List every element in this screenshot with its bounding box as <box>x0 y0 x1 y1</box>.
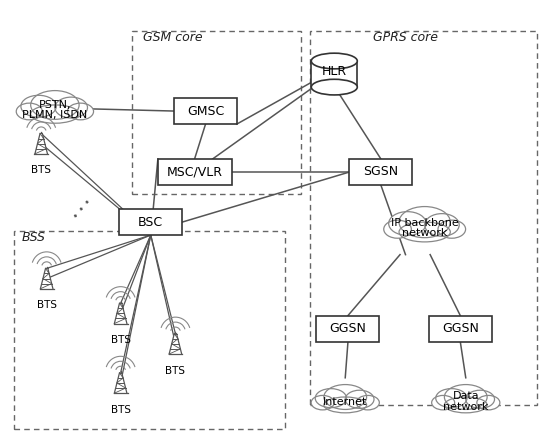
Text: GPRS core: GPRS core <box>373 31 438 44</box>
Bar <box>311 61 357 87</box>
Text: PLMN, ISDN: PLMN, ISDN <box>22 111 88 120</box>
Ellipse shape <box>444 397 487 413</box>
FancyBboxPatch shape <box>429 316 492 342</box>
Bar <box>310 31 537 405</box>
Text: BSS: BSS <box>22 231 46 244</box>
Text: MSC/VLR: MSC/VLR <box>167 166 222 178</box>
Ellipse shape <box>383 220 411 238</box>
Ellipse shape <box>324 385 367 409</box>
Bar <box>131 31 301 194</box>
Ellipse shape <box>466 390 495 408</box>
FancyBboxPatch shape <box>158 159 231 185</box>
Polygon shape <box>35 134 48 154</box>
FancyBboxPatch shape <box>119 209 182 235</box>
Ellipse shape <box>477 396 500 410</box>
FancyBboxPatch shape <box>316 316 380 342</box>
Text: BTS: BTS <box>165 365 186 376</box>
Ellipse shape <box>21 95 56 117</box>
Polygon shape <box>115 373 127 393</box>
Text: BSC: BSC <box>138 215 163 229</box>
Text: GGSN: GGSN <box>442 322 479 335</box>
Text: Internet: Internet <box>323 396 367 407</box>
Ellipse shape <box>311 396 334 410</box>
Text: Data: Data <box>452 391 479 401</box>
Text: SGSN: SGSN <box>363 166 399 178</box>
Bar <box>14 231 285 429</box>
Polygon shape <box>115 303 127 324</box>
Text: network: network <box>402 228 447 238</box>
Ellipse shape <box>31 91 79 119</box>
Ellipse shape <box>311 79 357 95</box>
Ellipse shape <box>356 396 380 410</box>
Text: PSTN,: PSTN, <box>39 100 71 110</box>
Ellipse shape <box>68 103 93 120</box>
Polygon shape <box>40 268 53 289</box>
Text: GGSN: GGSN <box>330 322 366 335</box>
Text: IP backbone: IP backbone <box>391 218 458 227</box>
Ellipse shape <box>345 390 374 408</box>
Ellipse shape <box>311 53 357 69</box>
Polygon shape <box>169 333 182 354</box>
Text: BTS: BTS <box>111 335 131 345</box>
Ellipse shape <box>444 385 487 409</box>
Ellipse shape <box>16 103 42 120</box>
Ellipse shape <box>31 105 79 123</box>
Ellipse shape <box>399 222 451 242</box>
FancyBboxPatch shape <box>174 98 237 124</box>
Ellipse shape <box>436 388 467 408</box>
Ellipse shape <box>438 220 466 238</box>
Ellipse shape <box>315 388 347 408</box>
Text: • • •: • • • <box>71 197 94 221</box>
Ellipse shape <box>399 206 451 238</box>
Ellipse shape <box>55 97 88 118</box>
Text: GMSC: GMSC <box>187 104 224 118</box>
Text: BTS: BTS <box>111 405 131 415</box>
Text: network: network <box>443 402 489 412</box>
Text: BTS: BTS <box>37 300 56 310</box>
Text: GSM core: GSM core <box>143 31 202 44</box>
Ellipse shape <box>432 396 454 410</box>
Text: BTS: BTS <box>31 166 51 175</box>
FancyBboxPatch shape <box>349 159 413 185</box>
Text: HLR: HLR <box>322 65 347 79</box>
Ellipse shape <box>425 214 459 236</box>
Ellipse shape <box>389 212 426 235</box>
Ellipse shape <box>324 397 367 413</box>
